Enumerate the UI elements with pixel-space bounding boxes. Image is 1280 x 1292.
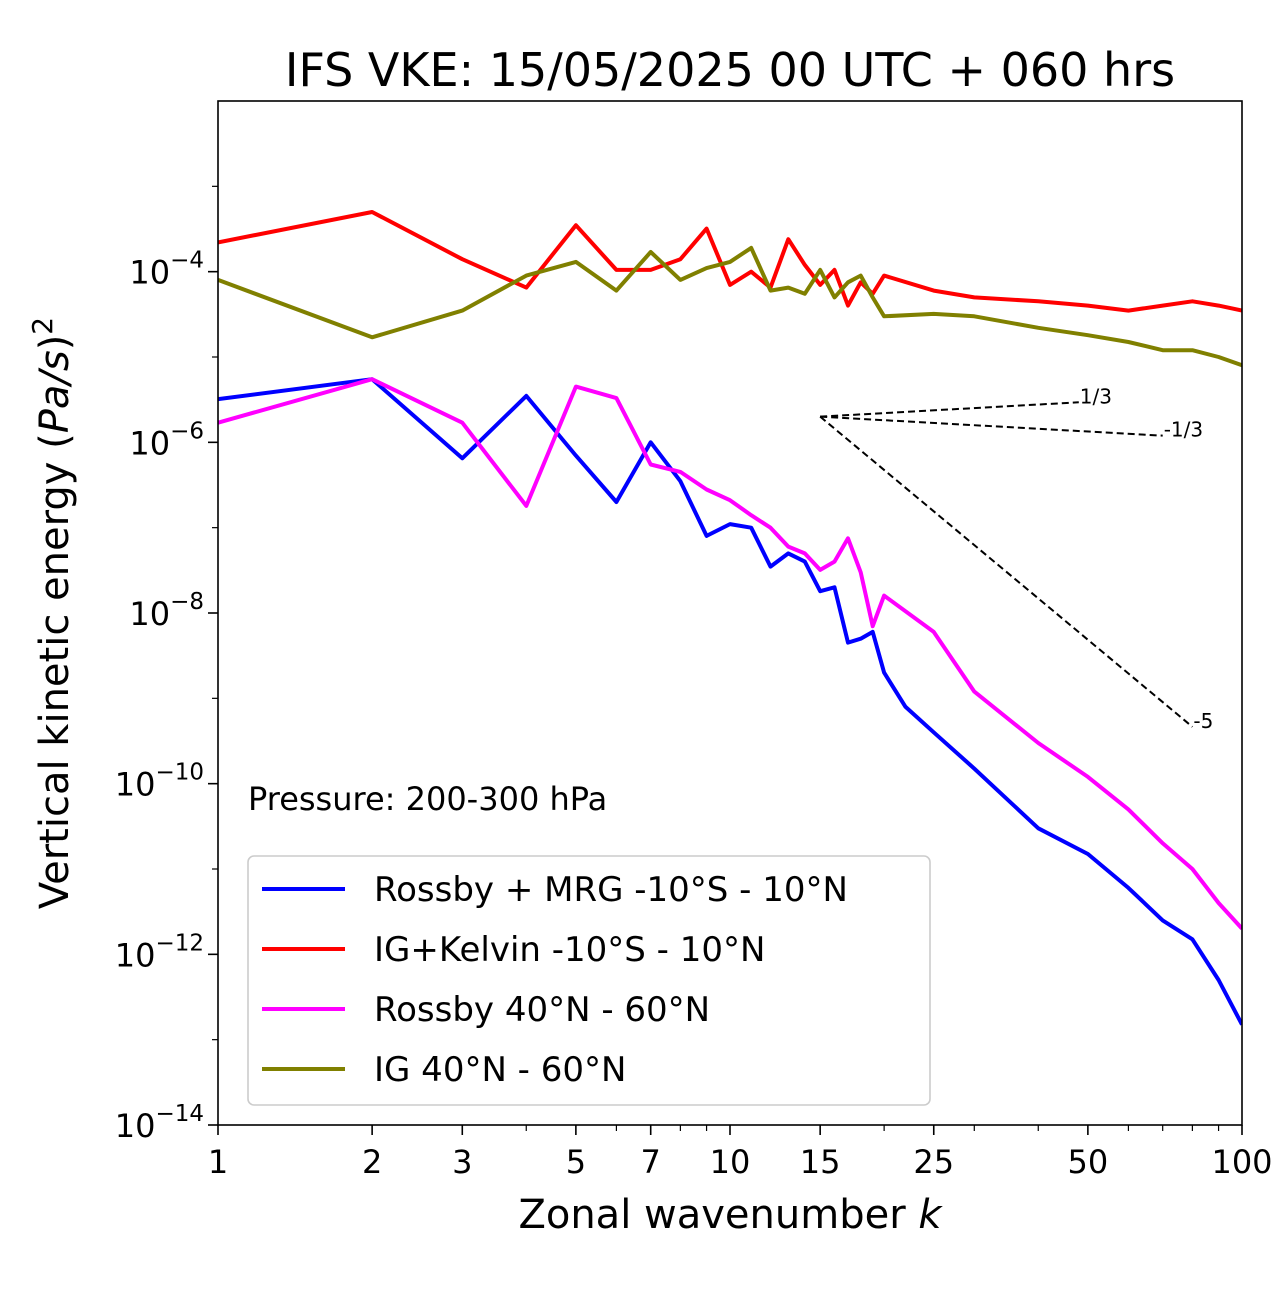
x-axis: 1 2 3 5 7 10 15 25 50 100: [208, 1125, 1273, 1181]
x-tick-label: 15: [800, 1143, 841, 1181]
series-line: [218, 377, 1242, 1026]
y-axis-label-var: Pa/s: [32, 350, 78, 433]
legend-label: Rossby 40°N - 60°N: [374, 990, 710, 1030]
y-tick-label: 10−6: [129, 418, 204, 462]
y-axis-label-pre: Vertical kinetic energy (: [32, 433, 78, 909]
y-tick-label: 10−4: [129, 248, 204, 292]
reference-slope-label: 1/3: [1080, 384, 1112, 408]
reference-slope-line: [820, 415, 1163, 437]
x-axis-label-var: k: [918, 1192, 943, 1238]
y-tick-label: 10−12: [115, 930, 204, 974]
series-line: [218, 210, 1242, 313]
pressure-annotation: Pressure: 200-300 hPa: [248, 780, 607, 818]
x-tick-label: 7: [641, 1143, 661, 1181]
y-tick-label: 10−14: [115, 1101, 204, 1145]
y-axis-label: Vertical kinetic energy (Pa/s)2: [26, 317, 78, 909]
x-tick-label: 25: [913, 1143, 954, 1181]
x-tick-label: 2: [362, 1143, 382, 1181]
x-tick-label: 5: [566, 1143, 586, 1181]
y-tick-label: 10−8: [129, 589, 204, 633]
series-group: [218, 210, 1242, 1026]
series-line: [218, 377, 1242, 930]
legend: Rossby + MRG -10°S - 10°N IG+Kelvin -10°S…: [247, 855, 931, 1106]
reference-slope-label: -5: [1193, 709, 1213, 733]
reference-slope-label: -1/3: [1164, 418, 1203, 442]
x-tick-label: 1: [208, 1143, 228, 1181]
y-axis-label-sup: 2: [26, 317, 59, 335]
legend-label: IG 40°N - 60°N: [374, 1050, 626, 1090]
legend-label: IG+Kelvin -10°S - 10°N: [374, 930, 765, 970]
legend-box: [247, 855, 931, 1106]
x-tick-label: 10: [710, 1143, 751, 1181]
x-tick-label: 50: [1068, 1143, 1109, 1181]
y-axis: 10−4 10−6 10−8 10−10 10−12 10−14: [115, 185, 218, 1145]
y-axis-label-post: ): [32, 335, 78, 351]
x-axis-label: Zonal wavenumber k: [518, 1192, 943, 1238]
x-tick-label: 3: [452, 1143, 472, 1181]
x-axis-label-text: Zonal wavenumber: [518, 1192, 918, 1238]
reference-slope-line: [820, 401, 1079, 418]
y-tick-label: 10−10: [115, 760, 204, 804]
chart-title: IFS VKE: 15/05/2025 00 UTC + 060 hrs: [285, 43, 1175, 97]
x-tick-label: 100: [1211, 1143, 1272, 1181]
reference-slope-lines: 1/3 -1/3 -5: [819, 384, 1213, 733]
series-line: [218, 245, 1242, 368]
legend-label: Rossby + MRG -10°S - 10°N: [374, 870, 848, 910]
reference-slope-line: [819, 415, 1194, 728]
